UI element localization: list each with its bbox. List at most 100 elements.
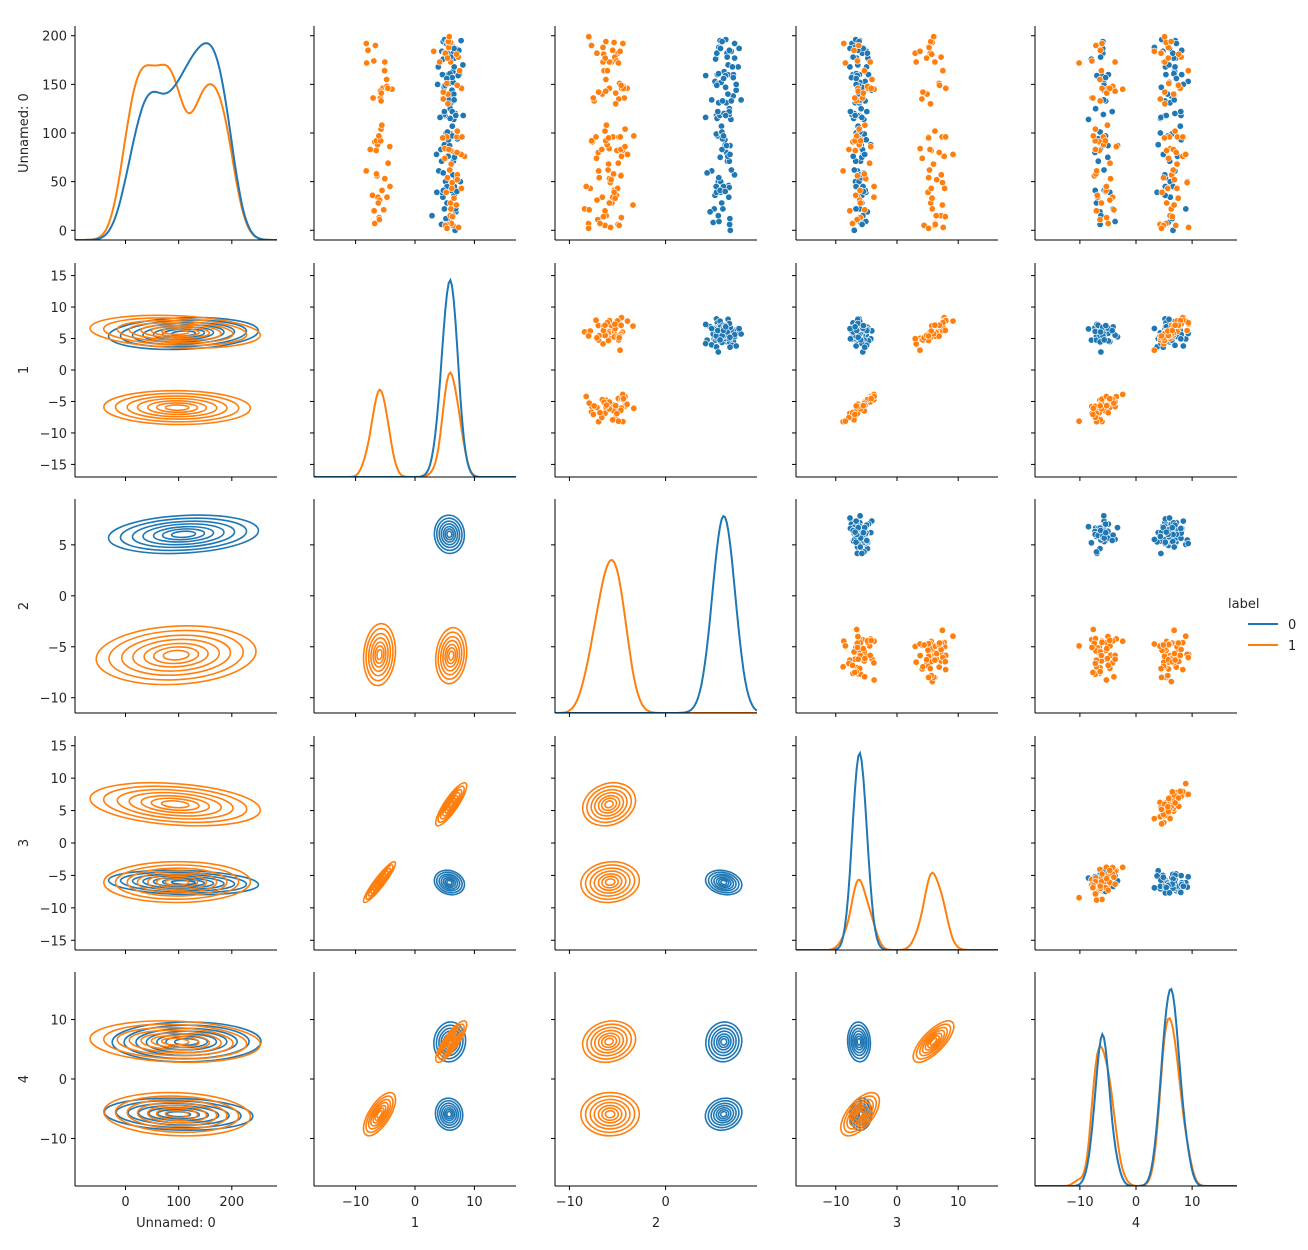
contour-0-3-1-0-1 xyxy=(444,878,455,887)
contour-1-4-3-0-4 xyxy=(918,1026,949,1057)
point-1-3-4-21 xyxy=(1182,780,1190,788)
xtick-label-3-0: −10 xyxy=(822,1195,849,1210)
point-1-0-2-56 xyxy=(614,159,622,167)
cell-1-3 xyxy=(792,263,998,481)
point-1-0-4-62 xyxy=(1158,188,1166,196)
cell-4-2: −10 0 xyxy=(551,972,757,1210)
contour-1-2-1-0-5 xyxy=(437,631,465,681)
point-1-0-2-28 xyxy=(610,38,618,46)
xlabel-4: 4 xyxy=(1132,1216,1140,1231)
point-0-0-4-31 xyxy=(1111,218,1119,226)
point-1-2-4-66 xyxy=(1170,626,1178,634)
point-1-0-3-37 xyxy=(941,184,949,192)
ytick-label-1-2: −5 xyxy=(48,395,67,410)
contour-1-3-1-0-6 xyxy=(434,782,468,827)
point-1-0-4-68 xyxy=(1098,84,1106,92)
contour-1-4-3-0-0 xyxy=(929,1037,938,1046)
point-1-0-4-47 xyxy=(1111,58,1119,66)
point-1-0-4-35 xyxy=(1179,133,1187,141)
contour-0-4-2-1-2 xyxy=(715,1106,732,1122)
point-1-0-3-88 xyxy=(923,54,931,62)
point-1-2-4-97 xyxy=(1096,668,1104,676)
contour-1-4-1-1-4 xyxy=(367,1098,392,1130)
contour-0-3-1-0-5 xyxy=(435,871,463,894)
contour-0-4-1-0-5 xyxy=(435,1024,464,1060)
contour-1-3-0-0-4 xyxy=(116,788,234,820)
point-1-0-1-25 xyxy=(378,186,386,194)
point-0-2-3-99 xyxy=(851,528,859,536)
point-1-0-2-1 xyxy=(602,76,610,84)
point-1-0-1-54 xyxy=(372,170,380,178)
point-0-0-2-1 xyxy=(722,83,730,91)
contour-1-2-1-1-6 xyxy=(362,622,397,687)
contour-1-1-0-1-4 xyxy=(126,395,228,420)
point-1-0-4-64 xyxy=(1167,38,1175,46)
point-0-0-3-70 xyxy=(850,226,858,234)
point-1-3-4-82 xyxy=(1110,873,1118,881)
point-0-0-2-71 xyxy=(719,205,727,213)
contour-1-4-3-1-4 xyxy=(846,1098,874,1130)
point-1-0-3-21 xyxy=(949,150,957,158)
point-0-0-3-80 xyxy=(863,49,871,57)
ytick-label-3-3: 0 xyxy=(59,837,67,852)
point-1-0-1-88 xyxy=(444,54,452,62)
point-0-2-4-72 xyxy=(1156,532,1164,540)
xtick-label-1-0: −10 xyxy=(342,1195,369,1210)
point-0-1-4-79 xyxy=(1165,315,1173,323)
point-1-0-1-96 xyxy=(453,81,461,89)
point-1-0-3-12 xyxy=(840,39,848,47)
contour-1-3-2-0-0 xyxy=(604,800,615,809)
ytick-label-0-0: 0 xyxy=(59,224,67,239)
ylabel-1: 1 xyxy=(17,366,32,374)
point-1-2-3-41 xyxy=(919,663,927,671)
point-1-0-1-92 xyxy=(456,67,464,75)
cell-marks-1-2 xyxy=(581,314,745,426)
cell-2-1 xyxy=(310,499,516,717)
point-1-2-4-71 xyxy=(1091,659,1099,667)
cell-1-1 xyxy=(310,263,516,481)
contour-1-3-0-1-3 xyxy=(136,870,218,894)
contour-0-4-2-0-4 xyxy=(710,1027,737,1057)
point-1-1-2-57 xyxy=(609,416,617,424)
point-1-0-1-46 xyxy=(371,41,379,49)
point-0-0-2-67 xyxy=(714,212,722,220)
point-0-0-2-80 xyxy=(713,49,721,57)
point-1-0-3-41 xyxy=(919,88,927,96)
point-1-3-4-71 xyxy=(1091,890,1099,898)
point-1-0-2-92 xyxy=(603,67,611,75)
point-0-0-4-99 xyxy=(1162,112,1170,120)
point-1-0-2-38 xyxy=(617,214,625,222)
point-1-2-4-87 xyxy=(1103,645,1111,653)
point-1-0-1-63 xyxy=(370,207,378,215)
cell-3-0: −15 −10 −5 0 5 10 15 xyxy=(40,736,277,954)
point-0-2-4-94 xyxy=(1166,514,1174,522)
point-1-0-4-33 xyxy=(1174,194,1182,202)
point-0-1-4-97 xyxy=(1102,322,1110,330)
contour-0-4-1-1-6 xyxy=(434,1097,464,1132)
contour-1-1-0-0-5 xyxy=(102,317,248,347)
point-1-2-4-76 xyxy=(1097,651,1105,659)
cell-marks-3-3 xyxy=(796,750,998,950)
contour-0-2-1-0-3 xyxy=(440,523,459,546)
point-1-2-3-88 xyxy=(923,656,931,664)
cell-3-4 xyxy=(1031,736,1237,954)
cell-marks-1-3 xyxy=(839,314,957,426)
point-1-2-3-30 xyxy=(935,663,943,671)
xtick-label-0-1: 100 xyxy=(166,1195,191,1210)
point-0-1-4-95 xyxy=(1100,336,1108,344)
point-0-1-4-10 xyxy=(1085,325,1093,333)
point-0-0-2-98 xyxy=(719,132,727,140)
point-0-2-4-26 xyxy=(1184,539,1192,547)
point-1-0-1-33 xyxy=(450,194,458,202)
contour-0-2-1-0-5 xyxy=(435,517,463,552)
cell-4-1: −10 0 10 xyxy=(310,972,516,1210)
point-1-0-3-16 xyxy=(852,191,860,199)
point-1-3-4-93 xyxy=(1104,886,1112,894)
point-1-0-2-77 xyxy=(616,133,624,141)
point-1-1-4-26 xyxy=(1183,327,1191,335)
point-1-0-4-38 xyxy=(1103,214,1111,222)
point-0-0-4-10 xyxy=(1085,115,1093,123)
point-1-0-4-63 xyxy=(1092,207,1100,215)
contour-1-4-3-1-3 xyxy=(848,1101,872,1127)
point-0-0-4-41 xyxy=(1094,157,1102,165)
